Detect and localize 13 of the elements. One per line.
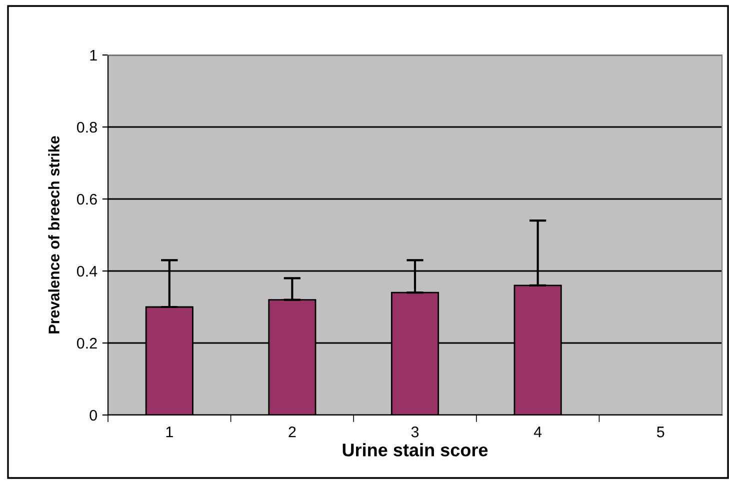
y-tick-label: 0.4 <box>76 266 98 277</box>
x-axis-title: Urine stain score <box>342 443 488 456</box>
y-axis-title: Prevalence of breech strike <box>48 136 60 334</box>
y-tick-label: 0.2 <box>76 338 97 349</box>
x-tick-label: 5 <box>656 426 664 438</box>
y-tick-label: 0.6 <box>76 194 97 205</box>
x-tick-label: 4 <box>534 426 542 438</box>
y-tick-label: 1 <box>90 50 97 61</box>
y-tick-label: 0 <box>90 410 97 421</box>
x-tick-label: 1 <box>166 426 173 438</box>
y-tick-label: 0.8 <box>76 122 97 133</box>
x-tick-label: 3 <box>411 426 419 438</box>
x-tick-label: 2 <box>288 426 296 438</box>
